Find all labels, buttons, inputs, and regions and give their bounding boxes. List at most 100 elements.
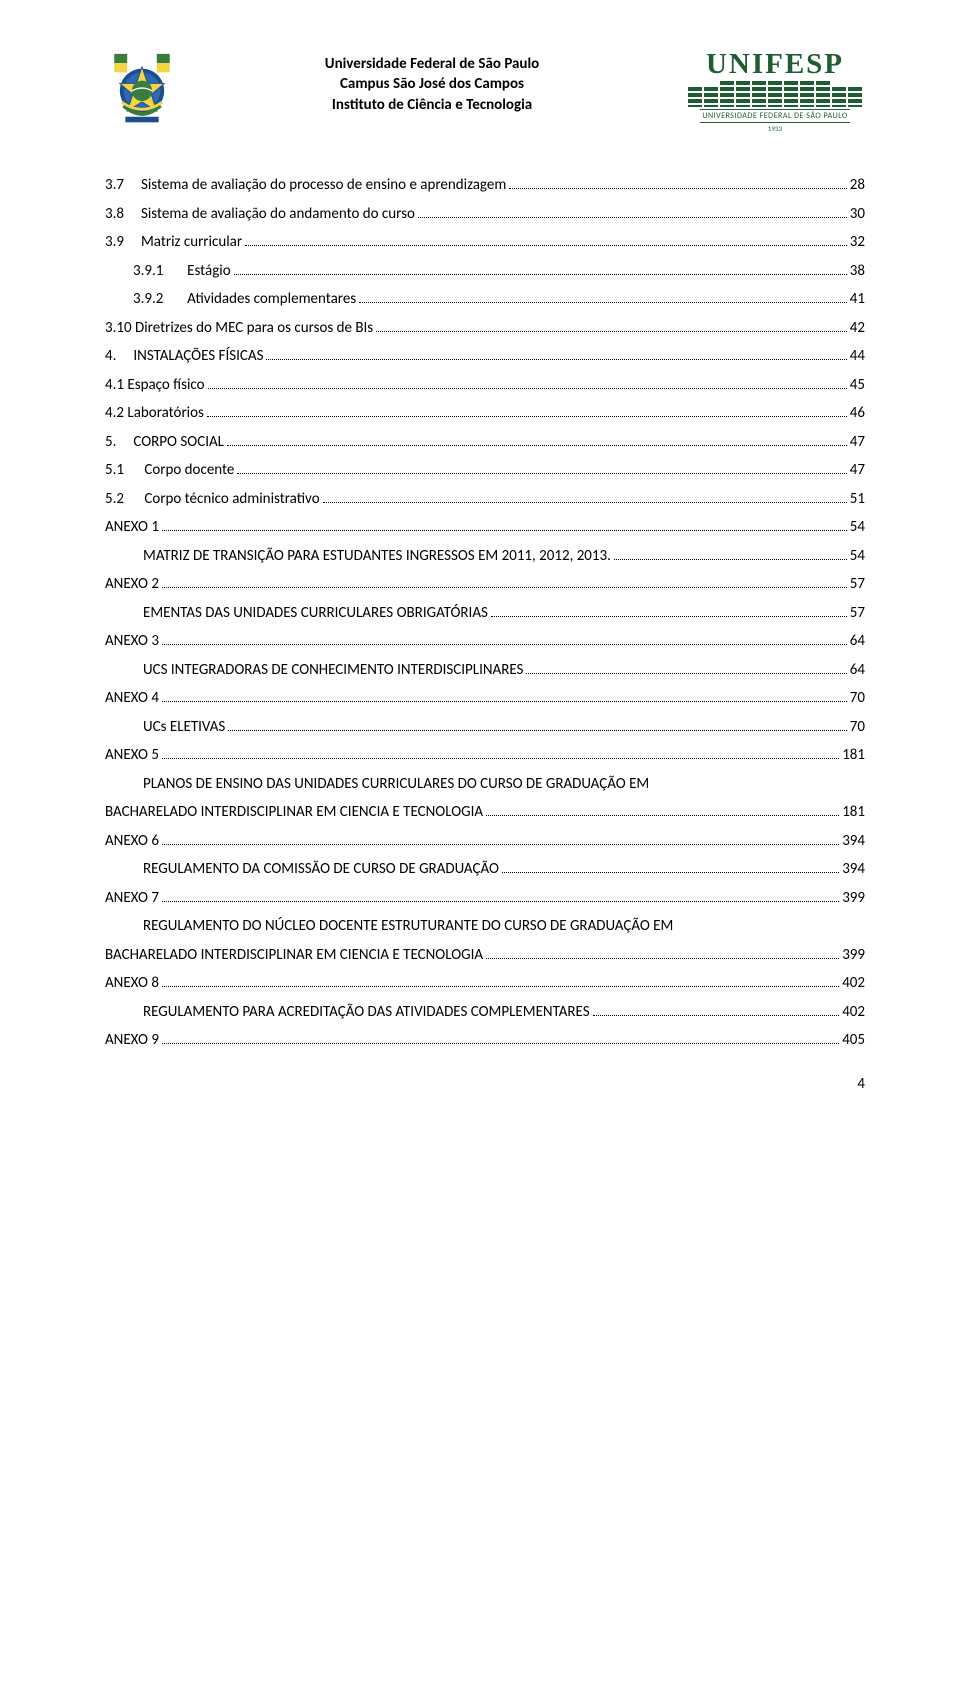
toc-leader-dots xyxy=(207,416,847,417)
toc-entry-number: ANEXO 9 xyxy=(105,1026,159,1055)
toc-entry-number: 4.1 xyxy=(105,371,124,400)
toc-entry: UCS INTEGRADORAS DE CONHECIMENTO INTERDI… xyxy=(105,656,865,685)
toc-entry: ANEXO 9405 xyxy=(105,1026,865,1055)
toc-entry-number: ANEXO 7 xyxy=(105,884,159,913)
toc-entry-number: ANEXO 2 xyxy=(105,570,159,599)
toc-leader-dots xyxy=(614,559,847,560)
toc-entry: REGULAMENTO DO NÚCLEO DOCENTE ESTRUTURAN… xyxy=(105,912,865,941)
toc-entry: 4. INSTALAÇÕES FÍSICAS44 xyxy=(105,342,865,371)
toc-entry: ANEXO 5181 xyxy=(105,741,865,770)
toc-entry-number: 5.1 xyxy=(105,456,124,485)
toc-entry-page: 64 xyxy=(850,627,865,656)
toc-entry-title: REGULAMENTO PARA ACREDITAÇÃO DAS ATIVIDA… xyxy=(143,998,590,1027)
toc-leader-dots xyxy=(162,587,847,588)
campus-name: Campus São José dos Campos xyxy=(179,74,685,94)
toc-entry-page: 44 xyxy=(850,342,865,371)
toc-entry-page: 32 xyxy=(850,228,865,257)
toc-entry: 5. CORPO SOCIAL47 xyxy=(105,428,865,457)
toc-entry-page: 45 xyxy=(850,371,865,400)
toc-entry-number: 5. xyxy=(105,428,116,457)
toc-entry-title: Corpo docente xyxy=(144,456,234,485)
toc-entry: MATRIZ DE TRANSIÇÃO PARA ESTUDANTES INGR… xyxy=(105,542,865,571)
toc-leader-dots xyxy=(228,730,846,731)
unifesp-building-icon xyxy=(688,81,862,107)
toc-leader-dots xyxy=(234,274,847,275)
toc-entry: 3.9.2 Atividades complementares 41 xyxy=(105,285,865,314)
toc-entry-number: 4.2 xyxy=(105,399,124,428)
toc-entry-title: Diretrizes do MEC para os cursos de BIs xyxy=(135,314,373,343)
toc-entry-number: ANEXO 1 xyxy=(105,513,159,542)
toc-entry-number: ANEXO 4 xyxy=(105,684,159,713)
toc-entry: 5.2 Corpo técnico administrativo 51 xyxy=(105,485,865,514)
toc-entry: ANEXO 2 57 xyxy=(105,570,865,599)
toc-entry-page: 28 xyxy=(850,171,865,200)
toc-leader-dots xyxy=(266,359,846,360)
toc-leader-dots xyxy=(359,302,847,303)
toc-entry-title: UCS INTEGRADORAS DE CONHECIMENTO INTERDI… xyxy=(143,656,523,685)
toc-entry: 5.1 Corpo docente47 xyxy=(105,456,865,485)
toc-entry: ANEXO 470 xyxy=(105,684,865,713)
toc-entry: PLANOS DE ENSINO DAS UNIDADES CURRICULAR… xyxy=(105,770,865,799)
document-header: Universidade Federal de São Paulo Campus… xyxy=(105,50,865,133)
toc-leader-dots xyxy=(509,188,846,189)
toc-entry-number: 5.2 xyxy=(105,485,124,514)
unifesp-wordmark: UNIFESP xyxy=(706,50,844,79)
toc-entry: 3.9 Matriz curricular 32 xyxy=(105,228,865,257)
toc-entry-title: Corpo técnico administrativo xyxy=(144,485,319,514)
page-number: 4 xyxy=(105,1075,865,1093)
toc-entry: 3.9.1 Estágio38 xyxy=(105,257,865,286)
toc-entry-page: 399 xyxy=(842,941,865,970)
toc-entry-title: EMENTAS DAS UNIDADES CURRICULARES OBRIGA… xyxy=(143,599,488,628)
toc-entry-title: PLANOS DE ENSINO DAS UNIDADES CURRICULAR… xyxy=(143,770,649,799)
toc-leader-dots xyxy=(162,530,847,531)
toc-entry-page: 47 xyxy=(850,428,865,457)
toc-entry: 4.1 Espaço físico 45 xyxy=(105,371,865,400)
toc-entry: ANEXO 7 399 xyxy=(105,884,865,913)
toc-entry-page: 42 xyxy=(850,314,865,343)
toc-entry-page: 64 xyxy=(850,656,865,685)
toc-entry-page: 57 xyxy=(850,599,865,628)
toc-entry-number: 3.10 xyxy=(105,314,132,343)
toc-leader-dots xyxy=(227,445,847,446)
toc-entry-page: 394 xyxy=(842,827,865,856)
toc-entry-number: 3.9.2 xyxy=(133,285,163,314)
institute-name: Instituto de Ciência e Tecnologia xyxy=(179,95,685,115)
toc-entry-title: Sistema de avaliação do processo de ensi… xyxy=(141,171,506,200)
toc-entry-title: Matriz curricular xyxy=(141,228,242,257)
toc-entry-title: Sistema de avaliação do andamento do cur… xyxy=(141,200,415,229)
toc-entry: UCs ELETIVAS70 xyxy=(105,713,865,742)
toc-entry-page: 54 xyxy=(850,542,865,571)
institution-name: Universidade Federal de São Paulo xyxy=(179,54,685,74)
toc-entry-title: MATRIZ DE TRANSIÇÃO PARA ESTUDANTES INGR… xyxy=(143,542,611,571)
toc-leader-dots xyxy=(162,844,839,845)
toc-leader-dots xyxy=(162,1043,839,1044)
toc-entry-number: 3.9 xyxy=(105,228,124,257)
toc-entry-page: 51 xyxy=(850,485,865,514)
toc-entry: BACHARELADO INTERDISCIPLINAR EM CIENCIA … xyxy=(105,798,865,827)
toc-leader-dots xyxy=(491,616,847,617)
toc-leader-dots xyxy=(486,815,839,816)
toc-entry: REGULAMENTO DA COMISSÃO DE CURSO DE GRAD… xyxy=(105,855,865,884)
toc-entry-page: 399 xyxy=(842,884,865,913)
toc-entry-page: 46 xyxy=(850,399,865,428)
toc-leader-dots xyxy=(245,245,847,246)
toc-entry-page: 30 xyxy=(850,200,865,229)
toc-entry-page: 402 xyxy=(842,969,865,998)
toc-entry: 3.8 Sistema de avaliação do andamento do… xyxy=(105,200,865,229)
toc-entry-title: BACHARELADO INTERDISCIPLINAR EM CIENCIA … xyxy=(105,798,483,827)
toc-entry-number: 3.9.1 xyxy=(133,257,163,286)
toc-entry-page: 181 xyxy=(842,798,865,827)
toc-entry: BACHARELADO INTERDISCIPLINAR EM CIENCIA … xyxy=(105,941,865,970)
toc-entry-number: ANEXO 8 xyxy=(105,969,159,998)
toc-entry: ANEXO 8 402 xyxy=(105,969,865,998)
toc-entry-number: 3.8 xyxy=(105,200,124,229)
toc-entry-page: 57 xyxy=(850,570,865,599)
toc-entry-page: 38 xyxy=(850,257,865,286)
toc-entry-page: 41 xyxy=(850,285,865,314)
toc-entry-title: Atividades complementares xyxy=(187,285,356,314)
toc-entry-title: Espaço físico xyxy=(127,371,204,400)
unifesp-logo: UNIFESP UNIVERSIDADE FEDERAL DE SÃO PAUL… xyxy=(685,50,865,132)
toc-leader-dots xyxy=(162,901,839,902)
toc-leader-dots xyxy=(162,758,839,759)
toc-leader-dots xyxy=(486,958,839,959)
